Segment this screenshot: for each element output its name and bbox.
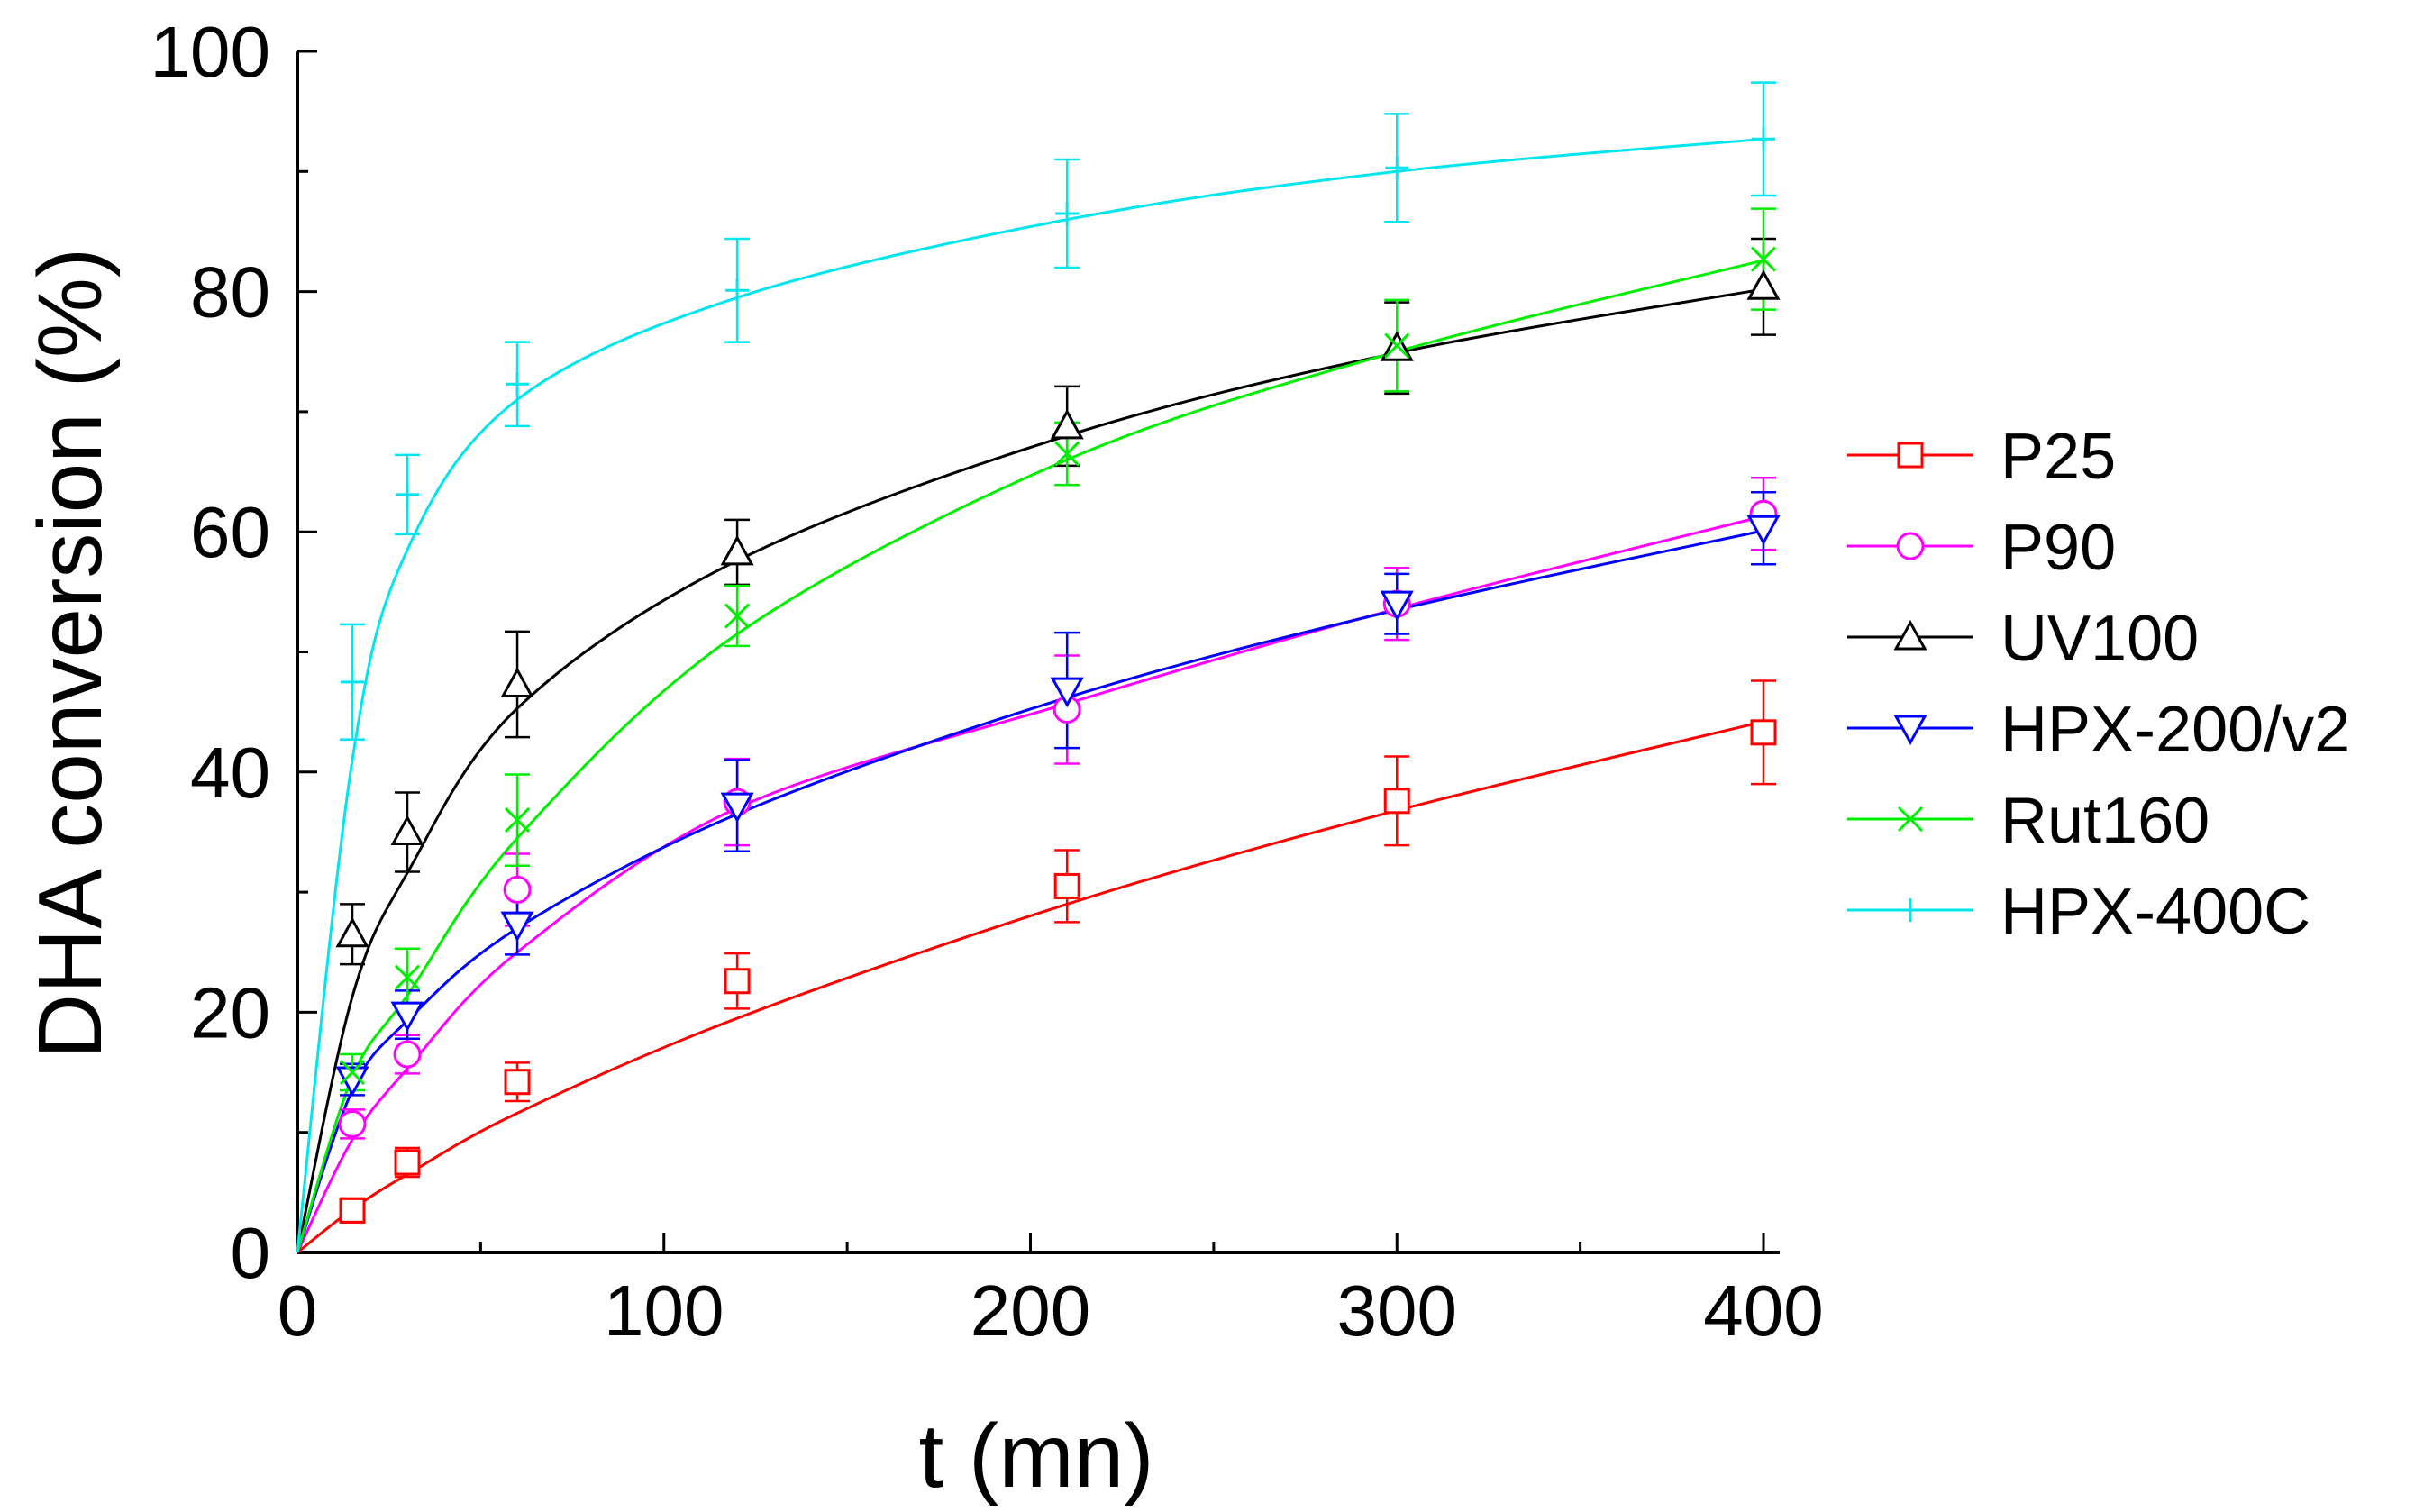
data-points — [335, 127, 1781, 1224]
legend-marker-p25 — [1897, 442, 1924, 469]
legend-label-uv100: UV100 — [2000, 603, 2199, 675]
x-tick-label: 300 — [1337, 1271, 1457, 1351]
data-point-p25 — [339, 1197, 366, 1224]
data-point-uv100 — [1746, 269, 1781, 300]
data-point-p90 — [503, 875, 532, 904]
data-point-p25 — [1750, 719, 1777, 746]
y-tick-label: 60 — [190, 492, 270, 572]
legend-label-p90: P90 — [2000, 512, 2116, 584]
data-point-hpx-400c — [396, 482, 420, 506]
data-point-uv100 — [500, 667, 534, 697]
fit-curve-hpx-400c — [296, 137, 1764, 1253]
data-point-rut160 — [1054, 441, 1080, 467]
data-point-p25 — [504, 1069, 531, 1096]
legend-marker-hpx-400c — [1899, 898, 1922, 922]
legend-marker-uv100 — [1893, 619, 1927, 651]
data-point-p25 — [1053, 872, 1080, 899]
data-point-hpx-200-v2 — [390, 1001, 424, 1033]
data-point-uv100 — [390, 815, 424, 845]
y-axis-title: DHA conversion (%) — [20, 248, 121, 1059]
legend-label-hpx-200-v2: HPX-200/v2 — [2000, 694, 2350, 766]
data-point-hpx-200-v2 — [720, 792, 754, 824]
y-tick-label: 20 — [190, 972, 270, 1052]
x-tick-label: 400 — [1703, 1271, 1823, 1351]
data-point-uv100 — [720, 534, 754, 566]
legend-marker-hpx-200-v2 — [1893, 715, 1927, 746]
legend-label-rut160: Rut160 — [2000, 785, 2210, 857]
data-point-uv100 — [1050, 408, 1084, 440]
x-tick-label: 100 — [604, 1271, 724, 1351]
legend: P25 P90 UV100 HPX-200/v2 Rut160 HPX-400C — [1847, 421, 2350, 948]
data-point-hpx-200-v2 — [500, 911, 534, 943]
data-point-rut160 — [339, 1059, 366, 1086]
y-tick-label: 0 — [231, 1213, 271, 1293]
y-tick-label: 80 — [190, 252, 270, 332]
error-bars — [340, 81, 1776, 1224]
data-point-p25 — [1383, 788, 1410, 815]
data-point-hpx-400c — [506, 372, 530, 396]
data-point-p25 — [724, 968, 751, 995]
data-point-hpx-200-v2 — [1050, 677, 1084, 708]
data-point-rut160 — [724, 603, 751, 629]
data-point-hpx-400c — [1752, 127, 1775, 151]
x-tick-label: 200 — [970, 1271, 1090, 1351]
data-point-rut160 — [504, 807, 531, 833]
legend-marker-rut160 — [1897, 806, 1924, 833]
data-point-rut160 — [1384, 332, 1410, 359]
y-tick-label: 100 — [150, 12, 270, 92]
legend-label-p25: P25 — [2000, 421, 2116, 493]
data-point-hpx-400c — [725, 278, 750, 303]
data-point-p90 — [393, 1040, 422, 1069]
legend-label-hpx-400c: HPX-400C — [2000, 876, 2310, 948]
data-point-hpx-200-v2 — [1380, 590, 1414, 622]
data-point-rut160 — [1750, 246, 1777, 272]
x-axis-title: t (mn) — [918, 1406, 1153, 1507]
axis-ticks: 0 100 200 300 400 0 20 40 60 80 100 — [150, 12, 1824, 1351]
data-point-p90 — [338, 1109, 367, 1138]
data-point-uv100 — [335, 916, 369, 948]
data-point-p25 — [394, 1149, 421, 1176]
legend-marker-p90 — [1896, 532, 1925, 560]
data-point-rut160 — [394, 964, 421, 990]
data-point-hpx-400c — [341, 669, 365, 694]
data-point-hpx-400c — [1385, 156, 1409, 180]
data-point-hpx-200-v2 — [1746, 515, 1781, 546]
data-point-hpx-400c — [1055, 201, 1080, 225]
y-tick-label: 40 — [190, 733, 270, 813]
x-tick-label: 0 — [278, 1271, 318, 1351]
fit-curve-uv100 — [296, 287, 1764, 1253]
